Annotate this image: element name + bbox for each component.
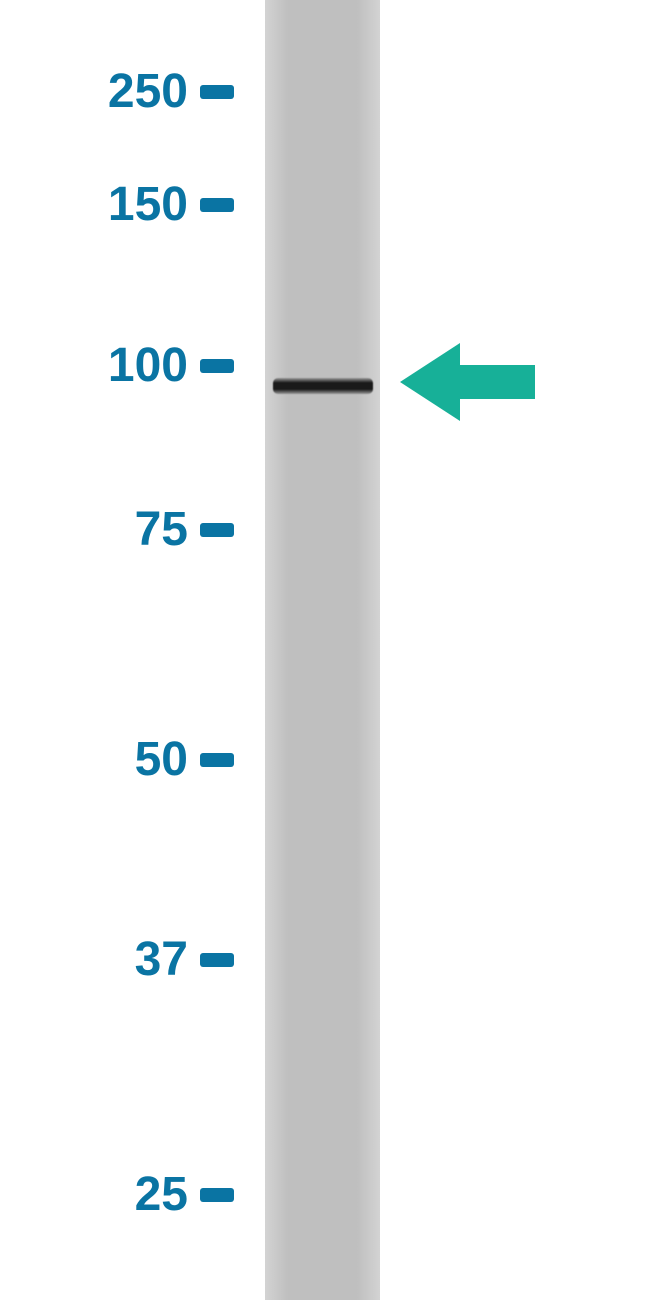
ladder-tick <box>200 198 234 212</box>
gel-lane <box>265 0 380 1300</box>
ladder-label: 150 <box>108 177 188 232</box>
arrow-shaft <box>460 365 535 399</box>
ladder-label: 100 <box>108 338 188 393</box>
ladder-label: 250 <box>108 64 188 119</box>
ladder-tick <box>200 753 234 767</box>
ladder-label: 37 <box>135 932 188 987</box>
ladder-tick <box>200 359 234 373</box>
ladder-tick <box>200 1188 234 1202</box>
western-blot-canvas: 250 150 100 75 50 37 25 <box>0 0 650 1300</box>
arrow-head-icon <box>400 343 460 421</box>
ladder-tick <box>200 85 234 99</box>
protein-band <box>273 378 373 394</box>
ladder-label: 25 <box>135 1167 188 1222</box>
ladder-label: 75 <box>135 502 188 557</box>
ladder-label: 50 <box>135 732 188 787</box>
ladder-tick <box>200 523 234 537</box>
ladder-tick <box>200 953 234 967</box>
band-pointer-arrow <box>400 343 535 421</box>
